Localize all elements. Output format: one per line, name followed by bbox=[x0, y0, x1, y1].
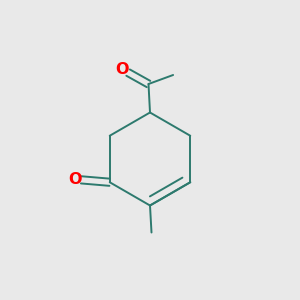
Text: O: O bbox=[68, 172, 81, 187]
Text: O: O bbox=[115, 61, 129, 76]
